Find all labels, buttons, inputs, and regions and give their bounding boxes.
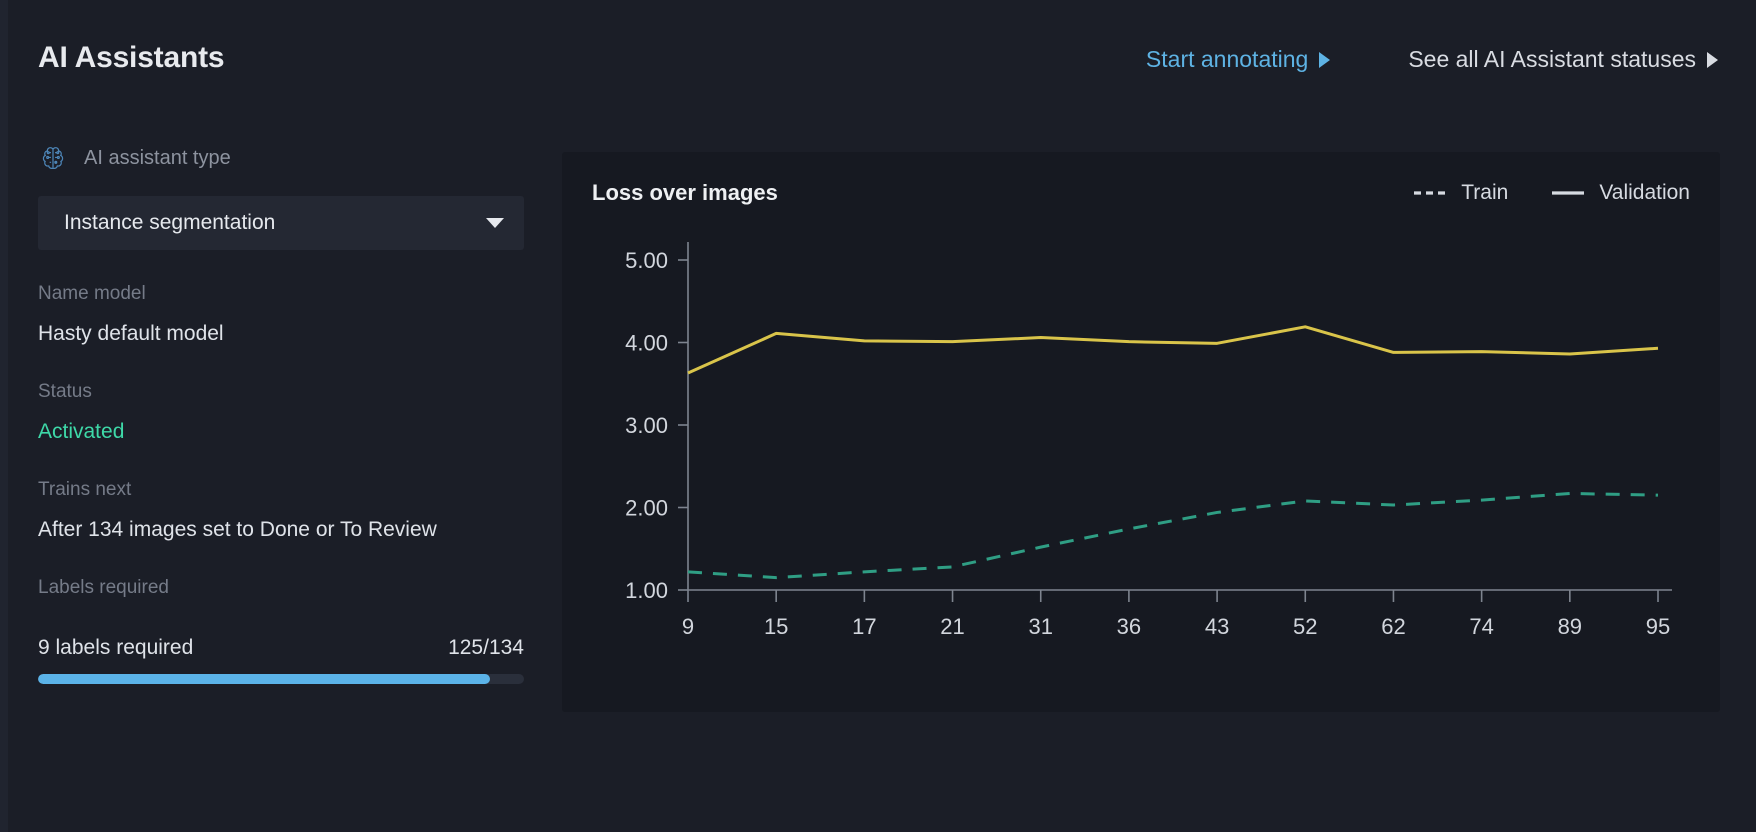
loss-chart-plot: 5.00 4.00 3.00 2.00 1.00 9 15 17 21 31 36 43 52 62 74 8… xyxy=(562,228,1720,698)
svg-text:1.00: 1.00 xyxy=(625,578,668,603)
svg-text:17: 17 xyxy=(852,614,876,639)
svg-text:36: 36 xyxy=(1117,614,1141,639)
field-label: Labels required xyxy=(38,577,169,598)
chevron-down-icon xyxy=(486,218,504,228)
assistant-details-sidebar: AI assistant type Instance segmentation … xyxy=(38,140,524,684)
svg-text:43: 43 xyxy=(1205,614,1229,639)
start-annotating-link[interactable]: Start annotating xyxy=(1145,46,1331,73)
field-value: After 134 images set to Done or To Revie… xyxy=(38,518,437,541)
svg-text:62: 62 xyxy=(1381,614,1405,639)
see-all-statuses-link[interactable]: See all AI Assistant statuses xyxy=(1408,46,1718,73)
labels-progress-row: 9 labels required 125/134 xyxy=(38,636,524,660)
header-links: Start annotating See all AI Assistant st… xyxy=(1146,46,1718,73)
svg-text:3.00: 3.00 xyxy=(625,413,668,438)
field-label: Status xyxy=(38,381,92,402)
labels-required-text: 9 labels required xyxy=(38,636,194,659)
field-trains-next: Trains next After 134 images set to Done… xyxy=(38,476,524,544)
svg-text:21: 21 xyxy=(940,614,964,639)
status-badge: Activated xyxy=(38,420,125,443)
field-labels-required: Labels required xyxy=(38,574,524,602)
svg-text:95: 95 xyxy=(1646,614,1670,639)
start-annotating-label: Start annotating xyxy=(1145,46,1309,72)
svg-text:9: 9 xyxy=(682,614,694,639)
svg-text:74: 74 xyxy=(1469,614,1493,639)
field-label: Trains next xyxy=(38,479,132,500)
assistant-type-select[interactable]: Instance segmentation xyxy=(38,196,524,250)
svg-text:5.00: 5.00 xyxy=(625,248,668,273)
svg-text:52: 52 xyxy=(1293,614,1317,639)
labels-progress-count: 125/134 xyxy=(448,636,524,659)
chevron-right-icon xyxy=(1319,51,1331,68)
chart-header: Loss over images Train Validation xyxy=(592,180,1690,206)
legend-item-train[interactable]: Train xyxy=(1414,181,1508,205)
field-label: Name model xyxy=(38,283,146,304)
progress-bar-fill xyxy=(38,674,490,684)
legend-label: Validation xyxy=(1599,181,1690,204)
loss-line-chart: 5.00 4.00 3.00 2.00 1.00 9 15 17 21 31 36 43 52 62 74 8… xyxy=(625,242,1672,639)
chart-title: Loss over images xyxy=(592,180,778,205)
svg-text:2.00: 2.00 xyxy=(625,496,668,521)
labels-progress: 9 labels required 125/134 xyxy=(38,636,524,684)
svg-text:31: 31 xyxy=(1028,614,1052,639)
assistant-type-selected-value: Instance segmentation xyxy=(64,211,276,234)
left-edge-rail xyxy=(0,0,8,832)
page-title: AI Assistants xyxy=(38,41,225,74)
assistant-type-label: AI assistant type xyxy=(84,146,231,169)
field-value: Hasty default model xyxy=(38,322,224,345)
page-header: AI Assistants Start annotating See all A… xyxy=(38,38,1718,98)
chart-legend: Train Validation xyxy=(1414,181,1690,205)
svg-text:4.00: 4.00 xyxy=(625,331,668,356)
chevron-right-icon xyxy=(1707,51,1718,68)
loss-chart-panel: Loss over images Train Validation 5.00 4.… xyxy=(562,152,1720,712)
assistant-type-header: AI assistant type xyxy=(38,140,524,176)
progress-bar-track xyxy=(38,674,524,684)
see-all-statuses-label: See all AI Assistant statuses xyxy=(1408,46,1696,72)
legend-item-validation[interactable]: Validation xyxy=(1552,181,1690,205)
svg-text:89: 89 xyxy=(1558,614,1582,639)
svg-text:15: 15 xyxy=(764,614,788,639)
solid-line-icon xyxy=(1552,191,1585,195)
brain-icon xyxy=(38,143,68,173)
dashed-line-icon xyxy=(1414,191,1447,195)
field-name-model: Name model Hasty default model xyxy=(38,280,524,348)
field-status: Status Activated xyxy=(38,378,524,446)
legend-label: Train xyxy=(1461,181,1509,204)
